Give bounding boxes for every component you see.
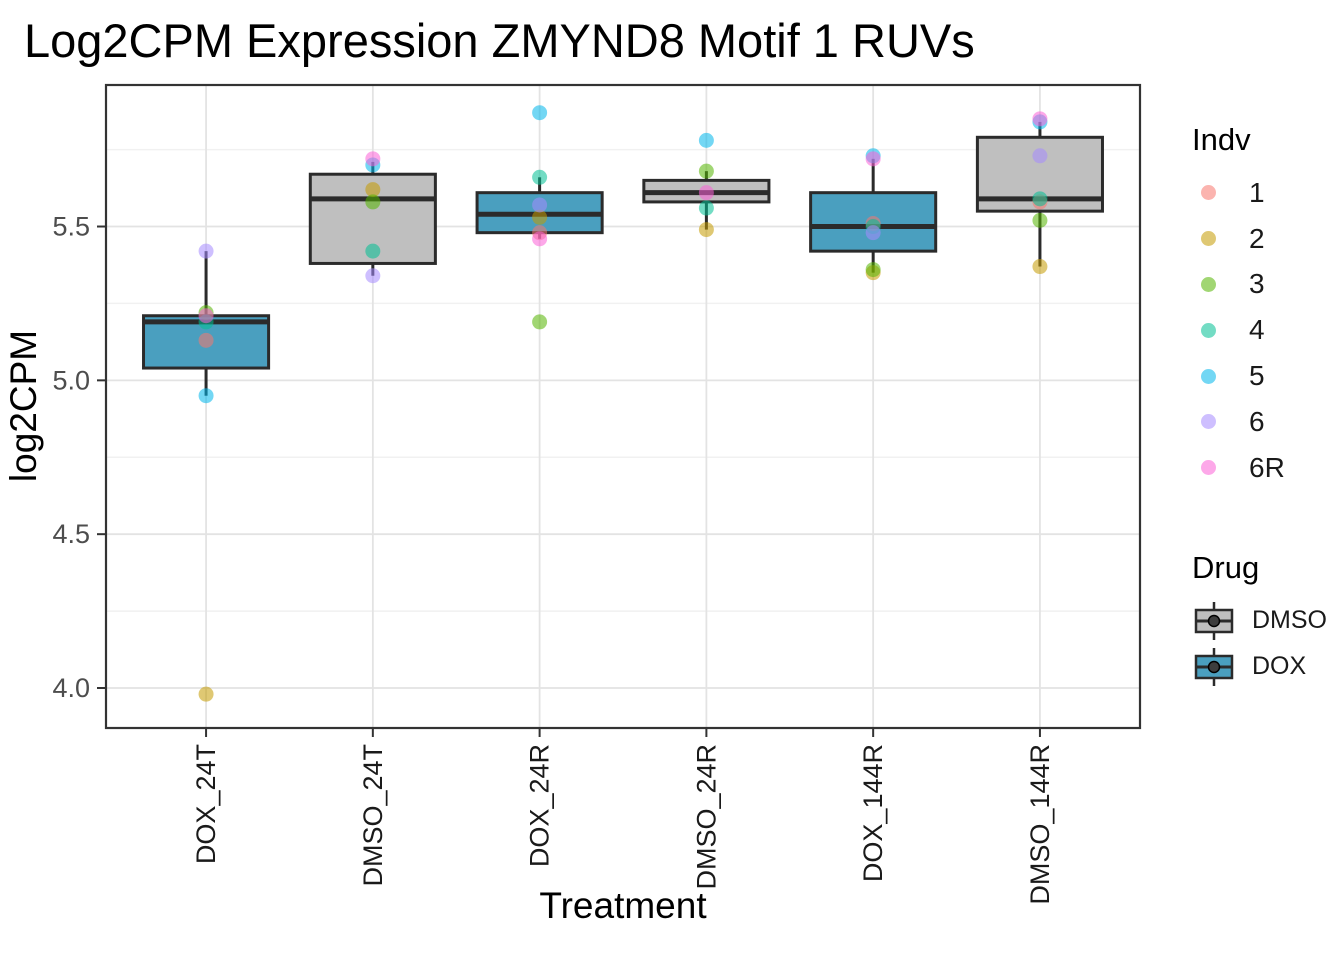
y-axis-title: log2CPM <box>3 330 44 482</box>
point-DMSO_24T-indv-4 <box>365 243 381 259</box>
indv-color-dot-4 <box>1201 322 1216 338</box>
legend-indv-item-3: 3 <box>1192 262 1285 308</box>
legend-indv-title: Indv <box>1192 122 1251 157</box>
point-DMSO_24T-indv-6 <box>365 268 381 284</box>
legend-indv: Indv 1 2 3 4 5 6 6R <box>1192 122 1285 491</box>
point-DOX_144R-indv-3 <box>865 262 881 278</box>
key-point <box>1207 660 1221 673</box>
legend-drug-item-DMSO: DMSO <box>1192 598 1327 644</box>
drug-boxplot-key-DOX <box>1194 647 1234 686</box>
indv-color-dot-3 <box>1201 276 1216 292</box>
indv-color-dot-2 <box>1201 231 1216 247</box>
y-tick-label: 5.5 <box>52 212 90 242</box>
point-DOX_24T-indv-6R <box>198 308 214 324</box>
point-DOX_24R-indv-6R <box>532 231 548 247</box>
y-tick-label: 4.5 <box>52 519 90 549</box>
legend-indv-label: 6 <box>1249 405 1265 437</box>
legend-indv-items: 1 2 3 4 5 6 6R <box>1192 170 1285 491</box>
x-tick-label-DOX_24R: DOX_24R <box>525 744 555 867</box>
y-tick-label: 4.0 <box>52 673 90 703</box>
point-DOX_24R-indv-5 <box>532 105 548 121</box>
point-DMSO_144R-indv-3 <box>1032 212 1048 228</box>
legend-indv-item-4: 4 <box>1192 307 1285 353</box>
point-DMSO_24R-indv-2 <box>698 222 714 238</box>
legend-drug-label: DOX <box>1252 652 1307 681</box>
plot-title: Log2CPM Expression ZMYND8 Motif 1 RUVs <box>24 14 975 67</box>
point-DMSO_24T-indv-3 <box>365 194 381 210</box>
point-DOX_24T-indv-6 <box>198 243 214 259</box>
legend-drug-item-DOX: DOX <box>1192 644 1327 690</box>
legend-indv-item-6R: 6R <box>1192 445 1285 491</box>
legend-indv-label: 4 <box>1249 314 1265 346</box>
point-DMSO_24T-indv-6R <box>365 151 381 167</box>
indv-color-dot-6 <box>1201 414 1216 430</box>
indv-color-dot-1 <box>1201 185 1216 201</box>
x-tick-label-DOX_144R: DOX_144R <box>858 744 888 882</box>
legend-indv-label: 1 <box>1249 176 1265 208</box>
plot-panel: 4.0 4.5 5.0 5.5 DOX_24T DMSO_24T DOX_24R DMSO_2… <box>52 83 1142 905</box>
point-DMSO_144R-indv-6 <box>1032 148 1048 164</box>
point-DMSO_24R-indv-5 <box>698 132 714 148</box>
x-tick-label-DMSO_144R: DMSO_144R <box>1025 744 1055 905</box>
x-axis-title: Treatment <box>539 885 707 926</box>
point-DMSO_24R-indv-4 <box>698 200 714 216</box>
x-tick-label-DMSO_24R: DMSO_24R <box>691 744 721 890</box>
legend-indv-label: 5 <box>1249 360 1265 392</box>
point-DMSO_144R-indv-6R <box>1032 111 1048 127</box>
legend-indv-item-6: 6 <box>1192 399 1285 445</box>
x-tick-label-DOX_24T: DOX_24T <box>191 744 221 864</box>
indv-color-dot-6R <box>1201 460 1216 476</box>
point-DMSO_144R-indv-4 <box>1032 191 1048 207</box>
point-DMSO_24R-indv-3 <box>698 163 714 179</box>
legend-indv-label: 6R <box>1249 451 1285 483</box>
panel-background <box>106 85 1140 728</box>
point-DMSO_24R-indv-6R <box>698 185 714 201</box>
legend-drug: Drug DMSO DOX <box>1192 550 1327 690</box>
point-DMSO_144R-indv-2 <box>1032 259 1048 275</box>
point-DOX_24R-indv-2 <box>532 209 548 225</box>
point-DOX_24T-indv-2 <box>198 686 214 702</box>
legend-indv-label: 3 <box>1249 268 1265 300</box>
legend-drug-label: DMSO <box>1252 606 1327 635</box>
legend-drug-title: Drug <box>1192 550 1260 585</box>
panel-border <box>104 83 1142 730</box>
legend-indv-item-1: 1 <box>1192 170 1285 216</box>
point-DOX_24R-indv-6 <box>532 197 548 213</box>
point-DMSO_24T-indv-2 <box>365 182 381 198</box>
point-DOX_144R-indv-6R <box>865 151 881 167</box>
legend-indv-item-5: 5 <box>1192 353 1285 399</box>
drug-boxplot-key-DMSO <box>1194 601 1234 640</box>
legend-indv-item-2: 2 <box>1192 216 1285 262</box>
point-DOX_24T-indv-5 <box>198 388 214 404</box>
y-tick-label: 5.0 <box>52 365 90 395</box>
x-tick-label-DMSO_24T: DMSO_24T <box>358 744 388 887</box>
point-DOX_144R-indv-6 <box>865 225 881 241</box>
key-point <box>1207 614 1221 628</box>
point-DOX_24R-indv-4 <box>532 169 548 185</box>
legend-indv-label: 2 <box>1249 222 1265 254</box>
legend-drug-items: DMSO DOX <box>1192 598 1327 690</box>
point-DOX_24R-indv-3 <box>532 314 548 330</box>
indv-color-dot-5 <box>1201 368 1216 384</box>
point-DOX_24T-indv-1 <box>198 332 214 348</box>
